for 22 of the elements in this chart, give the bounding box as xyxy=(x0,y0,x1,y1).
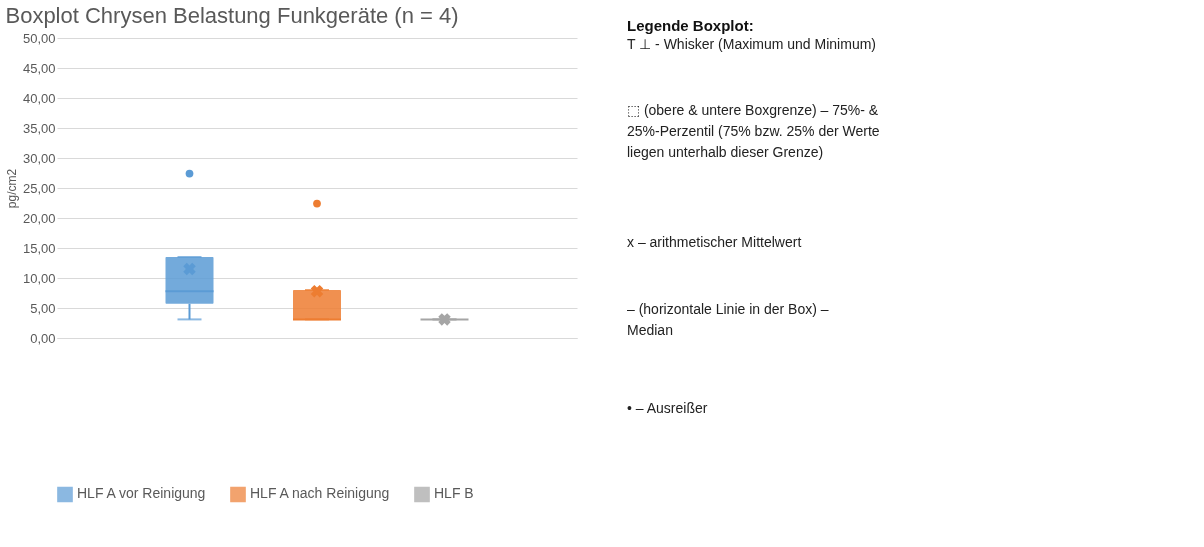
text: T ⊥ - Whisker (Maximum und Minimum) xyxy=(627,36,876,52)
text: – (horizontale Linie in der Box) – Median xyxy=(627,300,829,338)
y-tick-label: 20,00 xyxy=(22,210,56,226)
chart-title: Boxplot Chrysen Belastung Funkgeräte (n = 4) xyxy=(5,3,459,28)
legend-label: HLF A nach Reinigung xyxy=(250,485,390,502)
y-tick-label: 50,00 xyxy=(22,30,56,46)
y-tick-label: 25,00 xyxy=(22,180,56,196)
text: x – arithmetischer Mittelwert xyxy=(627,234,802,251)
legend-label: HLF B xyxy=(434,485,474,502)
y-tick-label: 40,00 xyxy=(22,90,56,106)
y-tick-label: 15,00 xyxy=(22,240,56,256)
y-tick-label: 30,00 xyxy=(22,150,56,166)
legend-label: HLF A vor Reinigung xyxy=(77,485,206,502)
y-axis-title: pg/cm2 xyxy=(4,168,19,209)
y-tick-label: 10,00 xyxy=(22,270,56,286)
text: Legende Boxplot: xyxy=(627,17,754,34)
y-tick-label: 0,00 xyxy=(30,330,56,346)
y-tick-label: 35,00 xyxy=(22,120,56,136)
text: ⬚ (obere & untere Boxgrenze) – 75%- & 25%-Perzentil (75% bzw. 25% der Werte liegen unterhalb dieser Grenze) xyxy=(627,102,880,161)
text: • – Ausreißer xyxy=(627,399,708,416)
y-tick-label: 5,00 xyxy=(30,300,56,316)
y-tick-label: 45,00 xyxy=(22,60,56,76)
